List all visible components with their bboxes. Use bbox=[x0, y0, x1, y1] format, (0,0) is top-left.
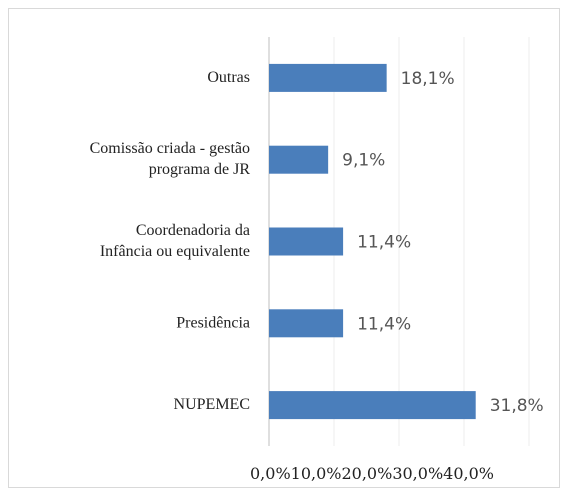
y-tick-label: Coordenadoria da Infância ou equivalente bbox=[100, 222, 250, 260]
value-label: 9,1% bbox=[342, 151, 385, 171]
x-tick-label: 10,0% bbox=[291, 464, 342, 483]
y-tick-label: Comissão criada - gestão programa de JR bbox=[90, 140, 251, 178]
y-tick-label: Outras bbox=[207, 69, 250, 86]
y-tick-label-line: Outras bbox=[207, 69, 250, 86]
value-label: 31,8% bbox=[490, 396, 544, 416]
y-tick-label-line: Infância ou equivalente bbox=[100, 243, 250, 260]
y-tick-label-line: Comissão criada - gestão bbox=[90, 140, 250, 157]
bar bbox=[269, 227, 344, 256]
x-tick-labels: 0,0%10,0%20,0%30,0%40,0% bbox=[250, 464, 494, 483]
y-tick-label-line: Coordenadoria da bbox=[136, 222, 250, 239]
x-tick-label: 40,0% bbox=[443, 464, 494, 483]
y-tick-label: NUPEMEC bbox=[174, 396, 250, 413]
bar bbox=[269, 391, 476, 420]
value-label: 11,4% bbox=[357, 233, 411, 253]
bar bbox=[269, 145, 329, 174]
x-tick-label: 20,0% bbox=[341, 464, 392, 483]
y-tick-label-line: Presidência bbox=[176, 314, 250, 331]
y-tick-label-line: NUPEMEC bbox=[174, 396, 250, 413]
bar bbox=[269, 309, 344, 338]
y-tick-label-line: programa de JR bbox=[149, 161, 251, 178]
value-label: 18,1% bbox=[401, 69, 455, 89]
y-tick-label: Presidência bbox=[176, 314, 250, 331]
value-label: 11,4% bbox=[357, 314, 411, 334]
bar bbox=[269, 63, 387, 92]
x-tick-label: 30,0% bbox=[392, 464, 443, 483]
x-tick-label: 0,0% bbox=[250, 464, 291, 483]
